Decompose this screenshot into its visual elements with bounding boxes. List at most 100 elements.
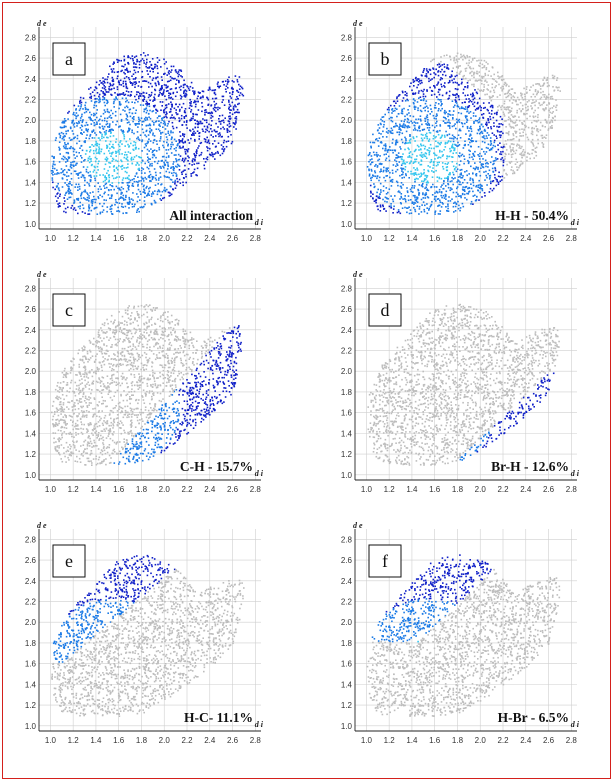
highlight-point [186,127,188,129]
highlight-point [108,150,110,152]
highlight-point [95,140,97,143]
highlight-point [370,170,373,172]
highlight-point [391,178,394,181]
highlight-point [105,133,107,135]
background-point [97,435,99,437]
background-point [65,441,68,444]
highlight-point [414,172,417,174]
highlight-point [61,137,64,140]
background-point [61,410,64,412]
highlight-point [106,172,108,174]
background-point [537,91,540,94]
highlight-point [92,171,95,173]
highlight-point [127,187,130,189]
highlight-point [132,73,135,75]
background-point [119,322,122,324]
highlight-point [443,63,445,66]
background-point [556,104,558,107]
highlight-point [99,80,101,82]
highlight-point [474,194,476,197]
highlight-point [192,117,194,120]
highlight-point [395,170,397,173]
highlight-point [400,202,402,205]
highlight-point [400,196,403,199]
highlight-point [69,181,71,183]
highlight-point [165,104,167,107]
highlight-point [426,180,429,183]
highlight-point [98,93,101,96]
highlight-point [489,149,491,151]
highlight-point [217,142,220,144]
background-point [478,64,480,67]
highlight-point [477,184,480,186]
highlight-point [103,119,106,122]
highlight-point [79,127,82,129]
highlight-point [162,93,164,95]
highlight-point [80,132,82,135]
highlight-point [89,149,92,151]
highlight-point [163,140,165,143]
background-point [542,94,544,96]
highlight-point [437,91,440,93]
background-point [98,341,101,343]
highlight-point [464,108,467,110]
background-point [525,133,527,136]
highlight-point [125,194,127,197]
highlight-point [383,153,386,156]
highlight-point [434,104,436,107]
highlight-point [401,156,403,158]
highlight-point [218,376,220,379]
background-point [188,347,190,350]
highlight-point [424,187,426,190]
background-point [556,86,559,89]
highlight-point [404,94,406,96]
highlight-point [85,170,88,173]
highlight-point [241,87,244,90]
highlight-point [413,187,415,189]
highlight-point [462,147,465,149]
highlight-point [475,184,478,187]
highlight-point [89,133,92,136]
highlight-point [197,121,200,123]
background-point [129,341,131,343]
y-tick-label: 1.2 [25,199,37,208]
highlight-point [137,138,140,140]
highlight-point [117,149,120,152]
highlight-point [221,376,223,379]
background-point [123,441,125,443]
highlight-point [405,174,407,177]
highlight-point [455,152,458,154]
highlight-point [496,113,498,116]
background-point [524,151,526,153]
highlight-point [438,93,441,96]
highlight-point [468,173,470,175]
highlight-point [178,178,181,181]
highlight-point [428,123,430,126]
highlight-point [52,181,54,184]
highlight-point [473,105,476,108]
highlight-point [91,131,93,133]
highlight-point [86,124,89,126]
highlight-point [127,101,130,104]
highlight-point [446,166,449,168]
highlight-point [447,125,449,127]
highlight-point [412,137,415,140]
highlight-point [167,165,170,168]
highlight-point [135,98,137,101]
highlight-point [400,112,403,114]
highlight-point [471,178,474,180]
background-point [504,82,507,85]
highlight-point [190,404,192,406]
highlight-point [116,86,119,88]
background-point [505,143,508,145]
background-point [541,103,543,106]
highlight-point [382,116,385,118]
highlight-point [128,207,130,209]
highlight-point [377,159,379,162]
highlight-point [94,113,96,116]
highlight-point [391,198,394,201]
highlight-point [454,143,456,146]
highlight-point [171,98,174,100]
highlight-point [422,201,425,203]
highlight-point [148,194,150,196]
